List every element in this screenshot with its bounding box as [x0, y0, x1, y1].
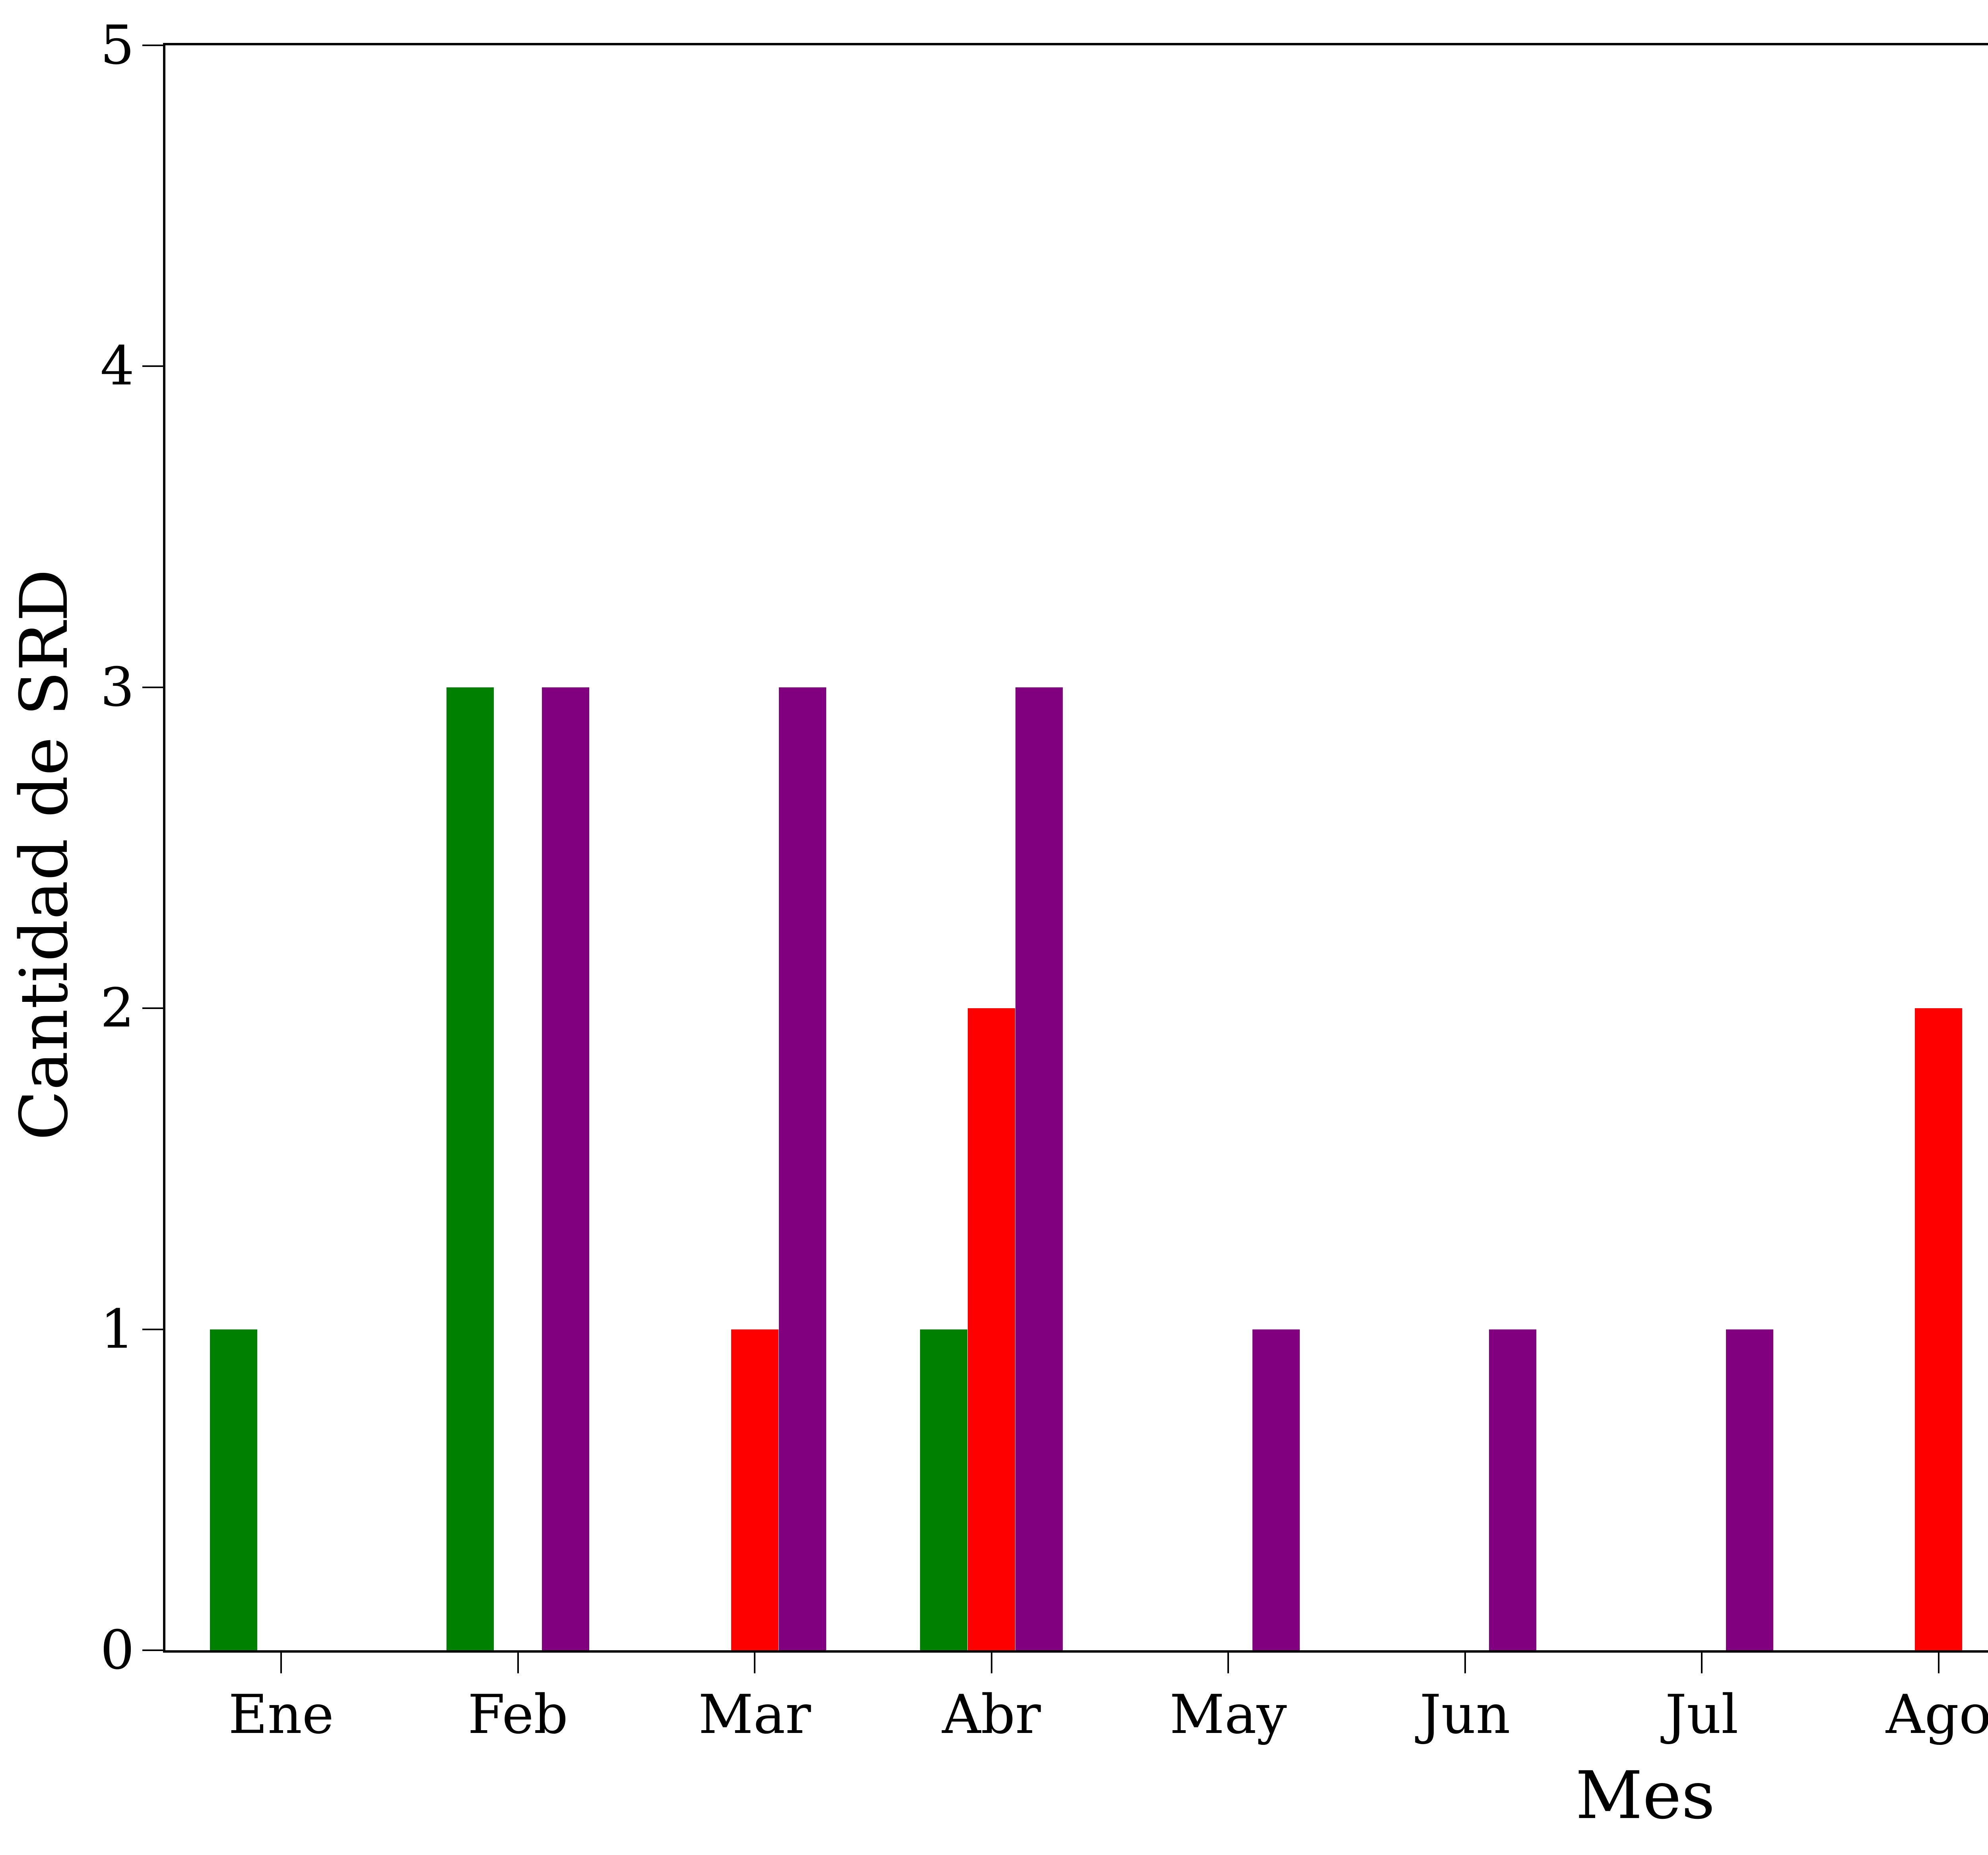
x-tick-Abr — [990, 1653, 992, 1673]
y-tick-3 — [142, 686, 163, 688]
x-tick-Ago — [1938, 1653, 1939, 1673]
bars-container — [165, 45, 1988, 1650]
x-tick-label-Feb: Feb — [468, 1683, 568, 1746]
bar-Feb-tres-arroyos — [542, 687, 590, 1650]
bar-May-tres-arroyos — [1252, 1329, 1300, 1650]
x-tick-label-May: May — [1169, 1683, 1287, 1746]
bar-Abr-marcos-juárez — [920, 1329, 968, 1650]
bar-Jun-tres-arroyos — [1489, 1329, 1537, 1650]
x-tick-label-Jul: Jul — [1665, 1683, 1739, 1746]
x-tick-label-Abr: Abr — [942, 1683, 1041, 1746]
x-tick-Jul — [1701, 1653, 1703, 1673]
y-tick-label-4: 4 — [100, 335, 134, 398]
x-tick-Jun — [1464, 1653, 1466, 1673]
plot-area — [163, 43, 1988, 1653]
y-tick-label-2: 2 — [100, 977, 134, 1040]
x-tick-Ene — [280, 1653, 282, 1673]
bar-Mar-tres-arroyos — [779, 687, 826, 1650]
x-axis-label: Mes — [1575, 1757, 1715, 1834]
bar-Feb-marcos-juárez — [447, 687, 494, 1650]
y-tick-label-0: 0 — [100, 1619, 134, 1681]
y-tick-label-3: 3 — [100, 656, 134, 718]
x-tick-Feb — [517, 1653, 519, 1673]
x-tick-Mar — [754, 1653, 756, 1673]
bar-Jul-tres-arroyos — [1726, 1329, 1773, 1650]
x-tick-May — [1227, 1653, 1229, 1673]
x-tick-label-Mar: Mar — [698, 1683, 811, 1746]
bar-Abr-reconquista — [968, 1008, 1015, 1650]
x-tick-label-Ene: Ene — [228, 1683, 334, 1746]
y-tick-5 — [142, 45, 163, 46]
bar-Mar-reconquista — [731, 1329, 779, 1650]
bar-Ene-marcos-juárez — [210, 1329, 257, 1650]
x-tick-label-Ago: Ago — [1886, 1683, 1988, 1746]
bar-Abr-tres-arroyos — [1015, 687, 1063, 1650]
y-tick-1 — [142, 1328, 163, 1330]
x-tick-label-Jun: Jun — [1419, 1683, 1510, 1746]
y-tick-0 — [142, 1649, 163, 1651]
y-tick-4 — [142, 365, 163, 367]
y-tick-2 — [142, 1007, 163, 1009]
y-tick-label-1: 1 — [100, 1298, 134, 1360]
y-axis-label: Cantidad de SRD — [6, 569, 82, 1141]
y-tick-label-5: 5 — [100, 14, 134, 76]
bar-Ago-reconquista — [1915, 1008, 1963, 1650]
